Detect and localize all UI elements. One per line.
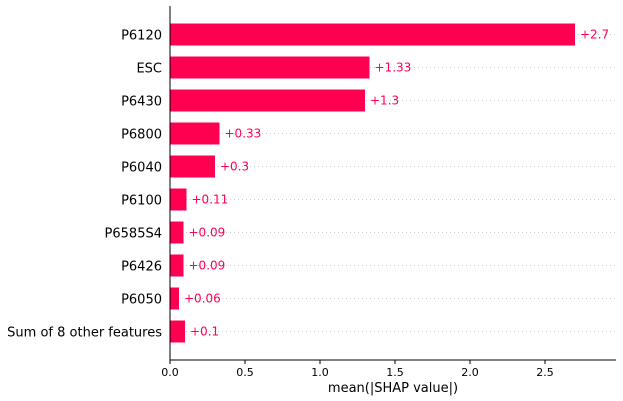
axes (169, 6, 616, 361)
bar-2 (170, 89, 365, 112)
x-tick-label: 0.0 (161, 366, 179, 379)
value-label: +0.33 (225, 127, 262, 141)
category-label: P6800 (121, 128, 162, 143)
value-label: +1.33 (375, 61, 412, 75)
category-label: P6040 (121, 161, 162, 176)
x-tick-label: 1.0 (311, 366, 329, 379)
bar-4 (170, 155, 215, 178)
value-label: +0.11 (192, 193, 229, 207)
value-label: +0.09 (189, 259, 226, 273)
bar-6 (170, 221, 184, 244)
value-label: +2.7 (580, 28, 609, 42)
bar-7 (170, 254, 184, 277)
category-label: P6430 (121, 95, 162, 110)
value-label: +0.3 (220, 160, 249, 174)
bars: P6120 +2.7 ESC +1.33 P6430 +1.3 P6800 +0.33 P604… (7, 23, 609, 343)
x-tick-label: 1.5 (386, 366, 404, 379)
x-ticks: 0.0 0.5 1.0 1.5 2.0 2.5 (161, 360, 554, 379)
x-axis-title: mean(|SHAP value|) (328, 381, 458, 396)
category-label: Sum of 8 other features (7, 326, 162, 341)
category-label: ESC (136, 62, 162, 77)
category-label: P6100 (121, 194, 162, 209)
bar-8 (170, 287, 179, 310)
category-label: P6050 (121, 293, 162, 308)
category-label: P6120 (121, 29, 162, 44)
value-label: +1.3 (370, 94, 399, 108)
value-label: +0.1 (190, 325, 219, 339)
bar-0 (170, 23, 575, 46)
category-label: P6426 (121, 260, 162, 275)
value-label: +0.06 (184, 292, 221, 306)
bar-5 (170, 188, 187, 211)
grid-lines (170, 34, 616, 332)
value-label: +0.09 (189, 226, 226, 240)
x-tick-label: 0.5 (236, 366, 254, 379)
x-tick-label: 2.0 (461, 366, 479, 379)
category-label: P6585S4 (105, 227, 162, 242)
x-tick-label: 2.5 (536, 366, 554, 379)
bar-3 (170, 122, 220, 145)
bar-9 (170, 320, 185, 343)
bar-1 (170, 56, 370, 79)
